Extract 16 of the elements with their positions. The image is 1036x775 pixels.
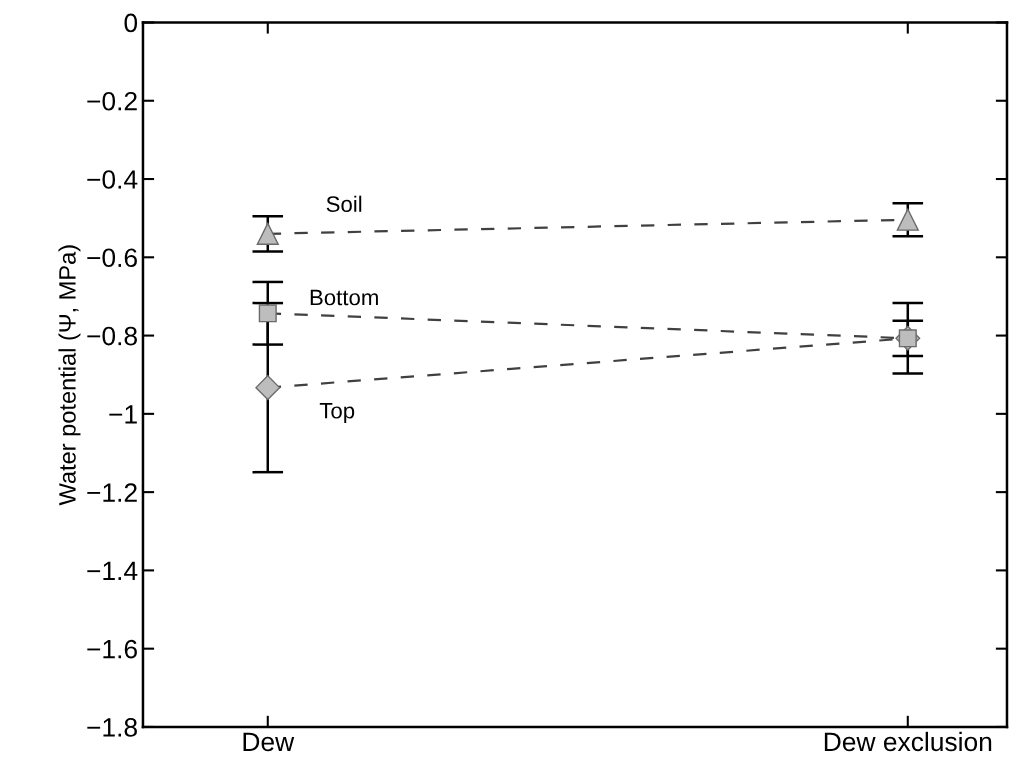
x-tick-label: Dew (243, 732, 295, 752)
y-tick-label: −1.6 (87, 639, 137, 659)
series-label: Soil (326, 195, 362, 213)
y-tick-label: −0.6 (87, 248, 137, 268)
y-tick-label: −0.2 (87, 91, 137, 111)
y-tick-label: −0.8 (87, 326, 137, 346)
x-tick-label: Dew exclusion (824, 731, 992, 752)
y-tick-label: 0 (124, 13, 138, 33)
y-tick-label: −1.4 (87, 561, 138, 580)
y-tick-label: −1.2 (87, 483, 137, 502)
series-label: Top (319, 403, 355, 423)
series-label: Bottom (310, 289, 378, 306)
y-tick-label: −1.8 (87, 718, 137, 737)
y-tick-label: −1 (109, 405, 137, 424)
y-axis-title: Water potential (Ψ, MPa) (58, 245, 81, 506)
y-tick-label: −0.4 (87, 170, 138, 189)
